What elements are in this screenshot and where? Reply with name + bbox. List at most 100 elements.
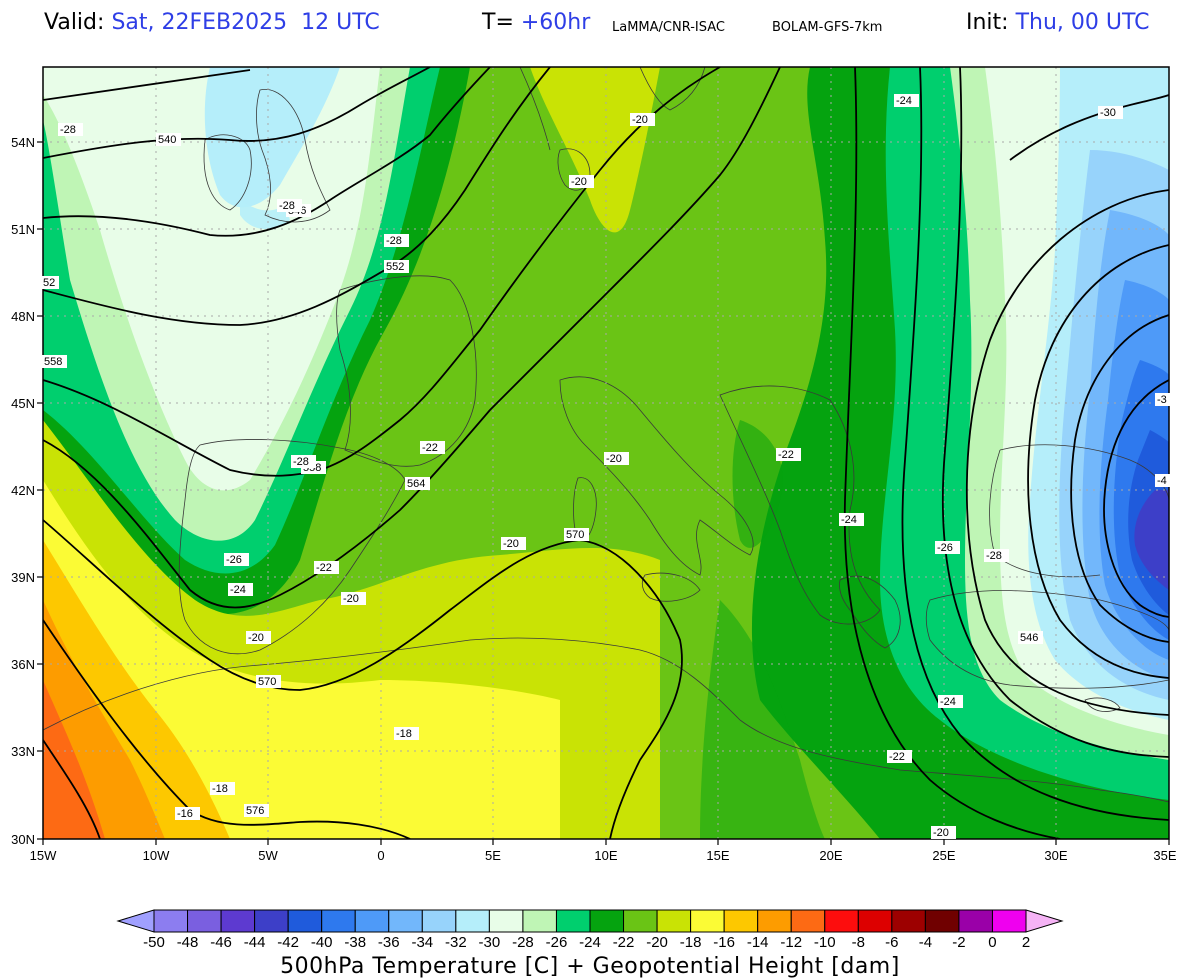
colorbar-swatch [723,909,759,933]
colorbar-tick-label: -38 [344,934,366,951]
temperature-label-bg [931,826,956,839]
lat-label: 39N [11,570,35,585]
height-label: 570 [258,676,276,688]
temperature-label-bg [501,537,526,550]
colorbar-swatch [153,909,189,933]
lon-labels: 15W 10W 5W 0 5E 10E 15E 20E 25E 30E 35E [30,848,1177,863]
init-key: Init: [966,10,1009,35]
colorbar-tick-label: -14 [747,934,769,951]
colorbar-tick-label: -8 [852,934,865,951]
colorbar-swatch [958,909,993,933]
coast-cyprus [1084,697,1121,712]
temperature-label-bg [210,782,235,795]
colorbar-swatch [589,909,625,933]
colorbar-high-arrow [1025,909,1064,933]
temperature-label: -26 [937,542,953,554]
contour-534 [43,69,251,101]
colorbar-swatch [220,909,256,933]
contour-east-4 [965,189,1169,716]
temperature-label-bg [228,583,253,596]
colorbar-tick-label: -44 [244,934,266,951]
temp-band-warm-sw-5 [43,680,105,839]
temp-band-africa-east [700,600,825,839]
temperature-label-bg [894,94,919,107]
lon-label: 15E [706,848,729,863]
colorbar-tick-label: -18 [680,934,702,951]
colorbar-swatch [924,909,960,933]
contour-582 [43,739,101,839]
colorbar: -50 -48 -46 -44 -42 -40 -38 -36 -34 -32 -30 -28 -26-… [116,909,1064,951]
lat-label: 36N [11,657,35,672]
valid-time: Valid: Sat, 22FEB2025 12 UTC [44,10,380,35]
colorbar-tick-label: 0 [988,934,996,951]
temperature-label: -22 [316,562,332,574]
coast-sicily [641,572,701,602]
height-label-bg [42,355,67,368]
colorbar-swatch [421,909,457,933]
temperature-label-bg [224,553,249,566]
temperature-label-bg [604,452,629,465]
coast-iberia [178,439,406,655]
coast-ireland [203,134,252,211]
coast-france [336,275,477,467]
height-label: 52 [43,277,55,289]
colorbar-swatch [623,909,658,933]
temp-band-central-north [530,67,660,233]
contour-labels: 54054655252558558564570570576546-28-28-2… [41,94,1173,839]
temperature-label: -3 [1157,394,1167,406]
temperature-label-bg [394,727,419,740]
contour-546 [43,67,491,237]
height-label-bg [405,477,430,490]
colorbar-swatch [824,909,859,933]
temperature-label-bg [175,807,200,820]
temperature-label: -20 [503,538,519,550]
temperature-label-bg [291,455,316,468]
colorbar-swatch [354,909,390,933]
temperature-label-bg [1155,474,1173,487]
temperature-label: -28 [60,124,76,136]
temperature-label-bg [935,541,960,554]
temperature-label: -24 [940,696,956,708]
temperature-label: -24 [896,95,912,107]
colorbar-swatch [321,909,356,933]
colorbar-swatch [522,909,557,933]
temperature-label-bg [277,199,302,212]
colorbar-swatch [254,909,289,933]
temperature-label-bg [420,441,445,454]
temperature-label-bg [1155,393,1173,406]
init-value: Thu, 00 UTC [1015,10,1150,35]
colorbar-tick-label: -4 [919,934,932,951]
temperature-label: -20 [343,593,359,605]
temperature-label-bg [246,631,271,644]
lat-label: 33N [11,744,35,759]
contour-east-6 [1070,314,1169,643]
temperature-label-bg [384,234,409,247]
contour-east-3 [942,67,1169,758]
lon-label: 10E [594,848,617,863]
temperature-label: -28 [293,456,309,468]
colorbar-swatch [287,909,323,933]
colorbar-swatch [388,909,423,933]
temperature-label: -18 [396,728,412,740]
temperature-label-bg [938,695,963,708]
coast-north-africa [43,637,1169,803]
temperature-field [43,67,1169,839]
colorbar-tick-label: -36 [378,934,400,951]
lon-label: 10W [143,848,170,863]
temperature-label: -20 [248,632,264,644]
colorbar-tick-label: -42 [277,934,299,951]
temperature-label-bg [341,592,366,605]
colorbar-tick-label: -40 [311,934,333,951]
colorbar-low-arrow [116,909,155,933]
temperature-label: -22 [778,449,794,461]
contour-570 [43,519,683,839]
colorbar-swatch [555,909,591,933]
lat-label: 45N [11,396,35,411]
temperature-label: -26 [226,554,242,566]
contour-east-2 [901,67,1169,821]
temp-band-adriatic [732,420,783,548]
coast-britain [256,88,331,223]
contour-558 [43,67,721,477]
colorbar-swatch [991,909,1027,933]
